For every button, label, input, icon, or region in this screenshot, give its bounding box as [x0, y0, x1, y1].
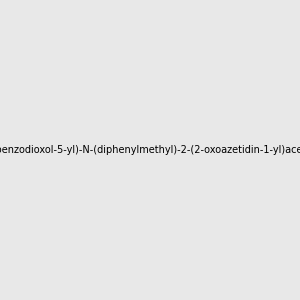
- Text: 2-(1,3-benzodioxol-5-yl)-N-(diphenylmethyl)-2-(2-oxoazetidin-1-yl)acetamide: 2-(1,3-benzodioxol-5-yl)-N-(diphenylmeth…: [0, 145, 300, 155]
